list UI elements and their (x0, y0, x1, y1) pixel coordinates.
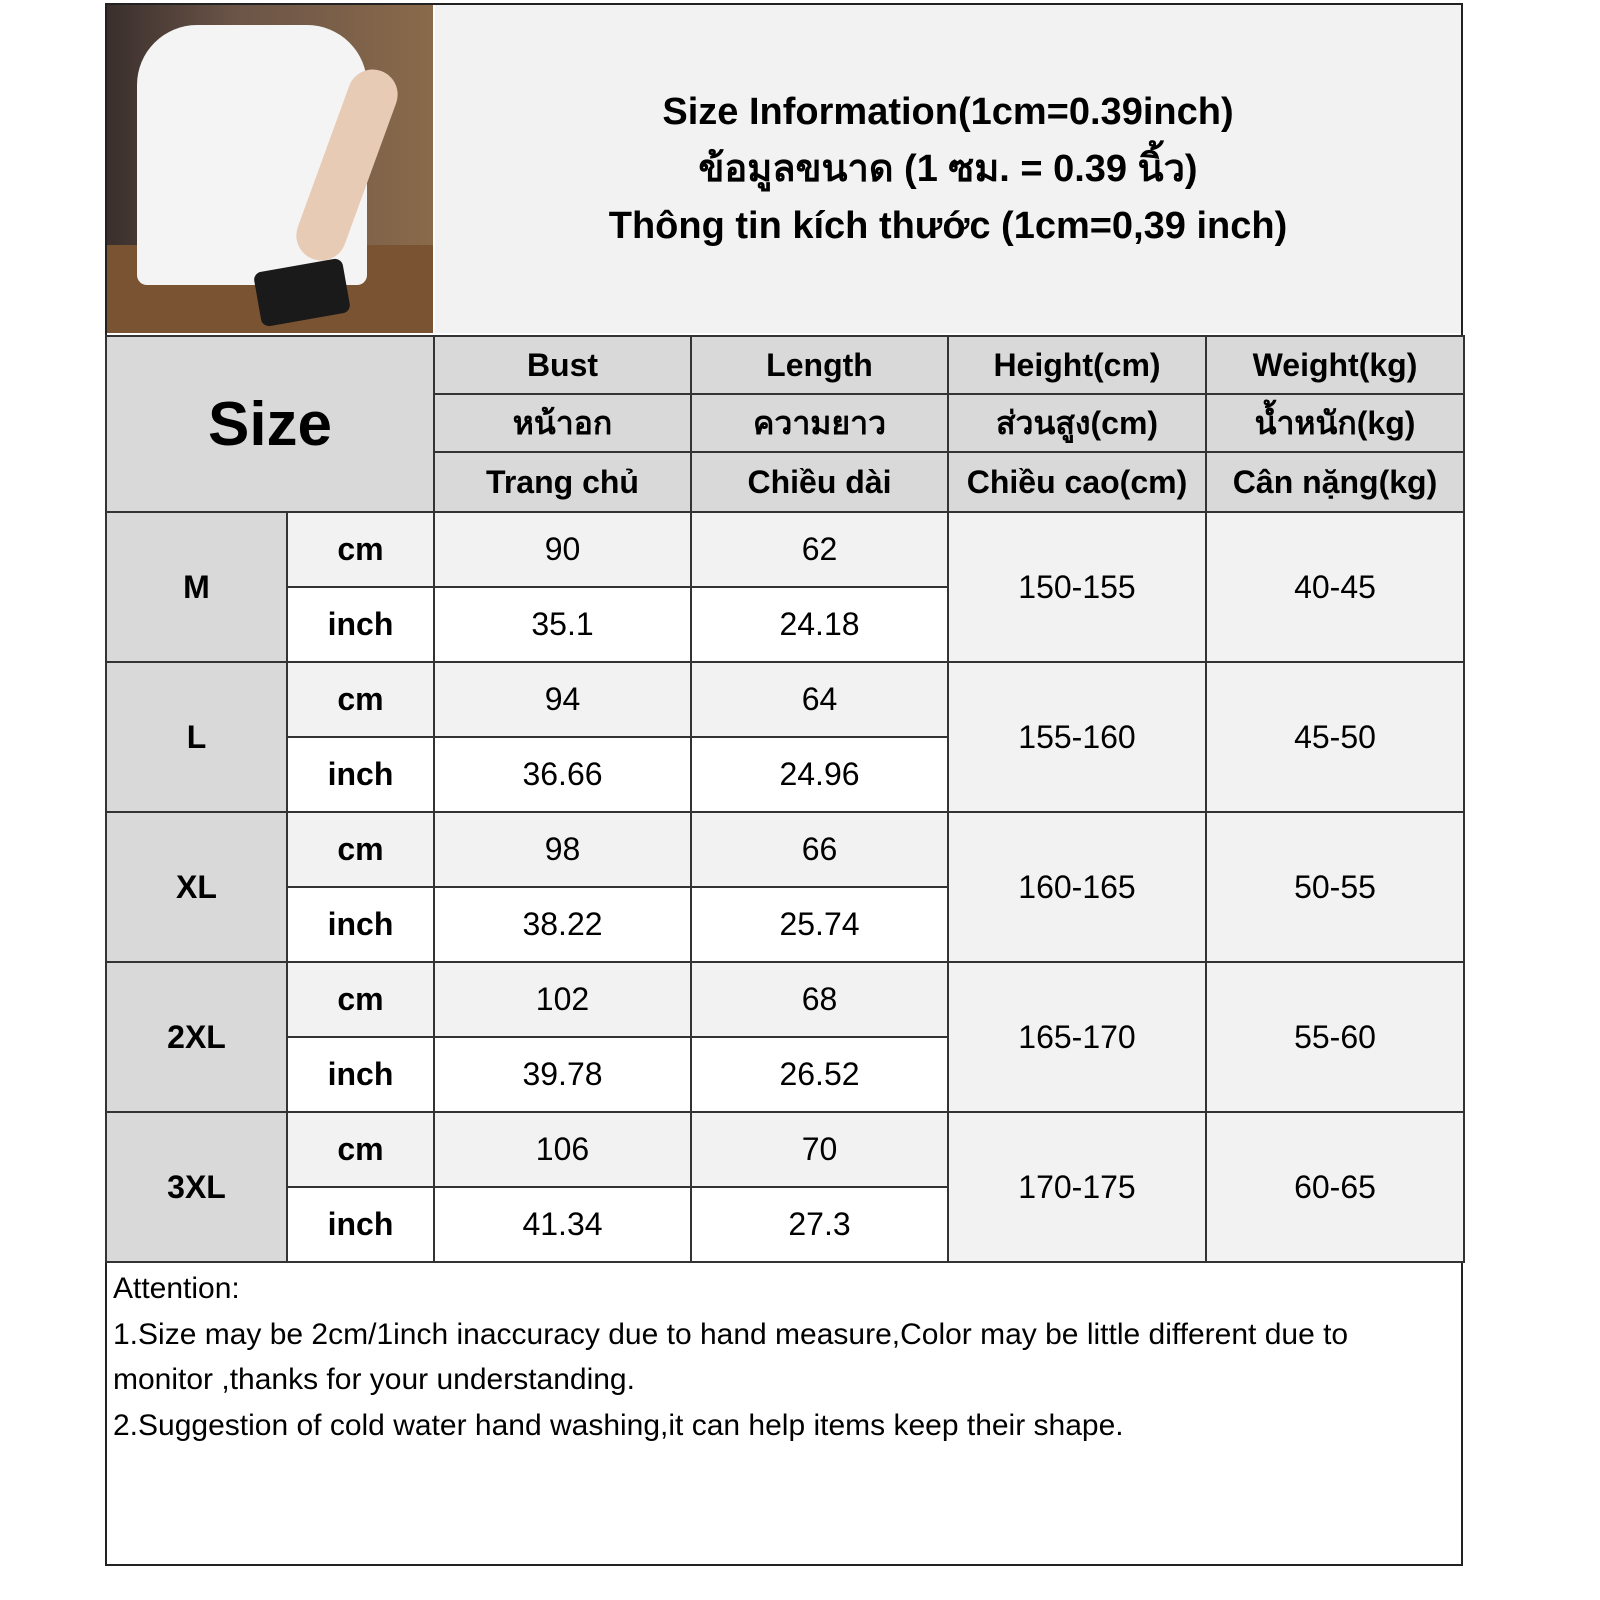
unit-inch: inch (286, 1036, 435, 1113)
bust-cm: 102 (433, 961, 692, 1038)
length-inch: 24.96 (690, 736, 949, 813)
column-header: Chiều cao(cm) (947, 451, 1207, 513)
height-range: 150-155 (947, 511, 1207, 663)
height-range: 155-160 (947, 661, 1207, 813)
weight-range: 40-45 (1205, 511, 1465, 663)
title-en: Size Information(1cm=0.39inch) (662, 90, 1234, 133)
product-photo (107, 5, 433, 333)
length-cm: 70 (690, 1111, 949, 1188)
unit-cm: cm (286, 811, 435, 888)
column-header: Trang chủ (433, 451, 692, 513)
bust-inch: 41.34 (433, 1186, 692, 1263)
title-vi: Thông tin kích thước (1cm=0,39 inch) (608, 204, 1288, 247)
length-cm: 66 (690, 811, 949, 888)
height-range: 170-175 (947, 1111, 1207, 1263)
column-header: Bust (433, 335, 692, 395)
column-header: หน้าอก (433, 393, 692, 453)
height-range: 165-170 (947, 961, 1207, 1113)
length-inch: 26.52 (690, 1036, 949, 1113)
size-info-title: Size Information(1cm=0.39inch) ข้อมูลขนา… (435, 5, 1461, 333)
bust-cm: 94 (433, 661, 692, 738)
unit-cm: cm (286, 1111, 435, 1188)
bust-cm: 90 (433, 511, 692, 588)
length-cm: 62 (690, 511, 949, 588)
bust-inch: 39.78 (433, 1036, 692, 1113)
attention-heading: Attention: (113, 1272, 240, 1305)
column-header: ส่วนสูง(cm) (947, 393, 1207, 453)
column-header: Cân nặng(kg) (1205, 451, 1465, 513)
bust-inch: 38.22 (433, 886, 692, 963)
unit-cm: cm (286, 511, 435, 588)
weight-range: 55-60 (1205, 961, 1465, 1113)
unit-cm: cm (286, 661, 435, 738)
length-inch: 25.74 (690, 886, 949, 963)
column-header: ความยาว (690, 393, 949, 453)
column-header: Chiều dài (690, 451, 949, 513)
size-label: 3XL (105, 1111, 288, 1263)
attention-line-2: 2.Suggestion of cold water hand washing,… (113, 1408, 1124, 1442)
bust-cm: 106 (433, 1111, 692, 1188)
attention-line-1: 1.Size may be 2cm/1inch inaccuracy due t… (113, 1317, 1349, 1397)
length-inch: 27.3 (690, 1186, 949, 1263)
bust-inch: 35.1 (433, 586, 692, 663)
length-inch: 24.18 (690, 586, 949, 663)
unit-inch: inch (286, 586, 435, 663)
bust-inch: 36.66 (433, 736, 692, 813)
unit-cm: cm (286, 961, 435, 1038)
weight-range: 45-50 (1205, 661, 1465, 813)
column-header: Height(cm) (947, 335, 1207, 395)
length-cm: 68 (690, 961, 949, 1038)
column-header: Weight(kg) (1205, 335, 1465, 395)
weight-range: 50-55 (1205, 811, 1465, 963)
size-label: M (105, 511, 288, 663)
length-cm: 64 (690, 661, 949, 738)
column-header: น้ำหนัก(kg) (1205, 393, 1465, 453)
unit-inch: inch (286, 1186, 435, 1263)
size-header: Size (105, 335, 435, 513)
title-th: ข้อมูลขนาด (1 ซม. = 0.39 นิ้ว) (698, 147, 1198, 190)
weight-range: 60-65 (1205, 1111, 1465, 1263)
size-label: XL (105, 811, 288, 963)
bust-cm: 98 (433, 811, 692, 888)
size-label: 2XL (105, 961, 288, 1113)
unit-inch: inch (286, 736, 435, 813)
attention-notes: Attention: 1.Size may be 2cm/1inch inacc… (107, 1262, 1461, 1562)
height-range: 160-165 (947, 811, 1207, 963)
size-label: L (105, 661, 288, 813)
column-header: Length (690, 335, 949, 395)
unit-inch: inch (286, 886, 435, 963)
